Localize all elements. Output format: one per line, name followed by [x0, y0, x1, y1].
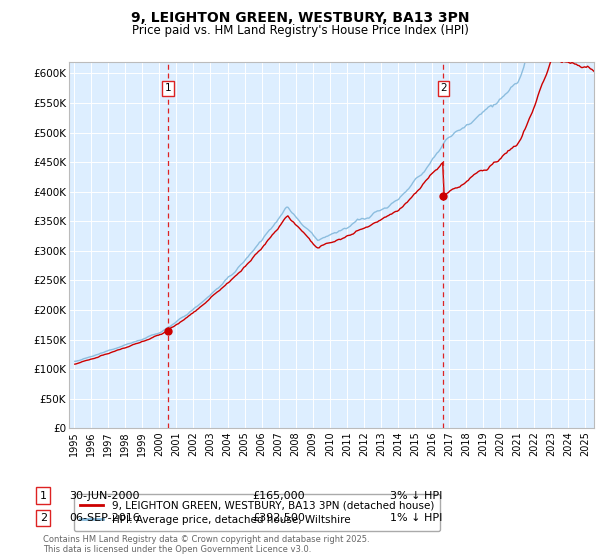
- Text: Contains HM Land Registry data © Crown copyright and database right 2025.
This d: Contains HM Land Registry data © Crown c…: [43, 535, 370, 554]
- Text: Price paid vs. HM Land Registry's House Price Index (HPI): Price paid vs. HM Land Registry's House …: [131, 24, 469, 36]
- Text: 1% ↓ HPI: 1% ↓ HPI: [390, 513, 442, 523]
- Text: 06-SEP-2016: 06-SEP-2016: [69, 513, 140, 523]
- Text: 3% ↓ HPI: 3% ↓ HPI: [390, 491, 442, 501]
- Text: 2: 2: [40, 513, 47, 523]
- Text: £165,000: £165,000: [252, 491, 305, 501]
- Text: 1: 1: [164, 83, 171, 93]
- Text: 9, LEIGHTON GREEN, WESTBURY, BA13 3PN: 9, LEIGHTON GREEN, WESTBURY, BA13 3PN: [131, 11, 469, 25]
- Text: 2: 2: [440, 83, 447, 93]
- Text: £392,500: £392,500: [252, 513, 305, 523]
- Legend: 9, LEIGHTON GREEN, WESTBURY, BA13 3PN (detached house), HPI: Average price, deta: 9, LEIGHTON GREEN, WESTBURY, BA13 3PN (d…: [74, 494, 440, 531]
- Text: 1: 1: [40, 491, 47, 501]
- Text: 30-JUN-2000: 30-JUN-2000: [69, 491, 139, 501]
